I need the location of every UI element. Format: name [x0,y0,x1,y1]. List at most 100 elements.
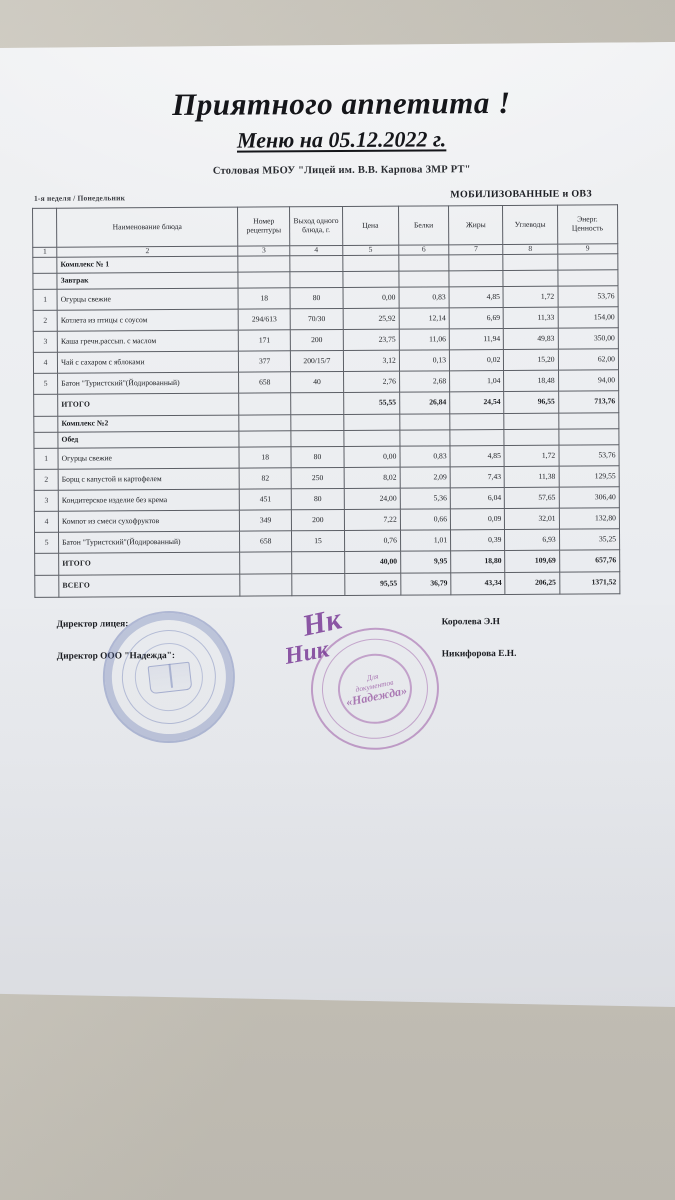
empty-cell [342,255,399,272]
grand-total-row: ВСЕГО 95,55 36,79 43,34 206,25 1371,52 [34,571,620,598]
fat: 4,85 [450,445,505,467]
header-num-1: 1 [32,247,57,258]
header-blank [32,208,57,248]
meal-label: Обед [57,431,240,449]
complex-label: Комплекс №2 [57,415,239,433]
empty-cell [398,270,450,288]
price: 0,00 [342,287,399,309]
row-index: 2 [34,469,59,491]
recipe-number: 18 [239,446,292,469]
empty-cell [32,257,58,274]
empty-cell [239,573,293,597]
menu-table: Наименование блюда Номер рецептуры Выход… [32,204,620,598]
dish-name: Батон "Туристский"(Йодированный) [58,531,240,554]
energy: 154,00 [557,306,619,329]
empty-cell [449,413,505,430]
energy: 350,00 [557,327,619,350]
header-carbs: Углеводы [502,205,558,245]
price: 23,75 [342,329,400,351]
empty-cell [34,553,59,576]
protein: 0,66 [400,508,451,531]
carbs: 18,48 [503,370,559,392]
protein: 0,13 [399,349,450,372]
table-meta-row: 1-я неделя / Понедельник МОБИЛИЗОВАННЫЕ … [32,188,652,205]
empty-cell [238,392,292,416]
portion-output: 40 [290,371,344,393]
week-day-label: 1-я неделя / Понедельник [33,193,126,203]
empty-cell [32,273,58,290]
total-fat: 18,80 [450,550,506,573]
empty-cell [558,412,619,430]
total-price: 55,55 [343,392,400,415]
empty-cell [291,414,344,431]
portion-output: 250 [291,467,344,489]
total-protein: 9,95 [400,550,451,574]
carbs: 32,01 [504,508,560,530]
signature-row-director-nadezhda: Директор ООО "Надежда": Никифорова Е.Н. [35,648,655,662]
grand-total-carbs: 206,25 [505,572,560,595]
signature-name: Никифорова Е.Н. [441,648,517,660]
carbs: 6,93 [504,529,560,551]
portion-output: 200/15/7 [290,350,344,372]
empty-cell [291,551,345,574]
header-num-8: 8 [503,244,558,255]
empty-cell [503,254,558,271]
header-recipe-number: Номер рецептуры [237,206,291,247]
empty-cell [292,573,345,596]
total-carbs: 109,69 [504,550,560,573]
portion-output: 15 [291,530,345,552]
meal-label: Завтрак [57,272,239,290]
price: 2,76 [343,371,400,393]
stamp-line-2: документов [354,677,395,694]
row-index: 5 [33,373,58,395]
signature-role: Директор лицея: [56,619,129,630]
empty-cell [291,430,344,447]
empty-cell [399,413,450,431]
header-row: Наименование блюда Номер рецептуры Выход… [32,204,618,248]
empty-cell [33,416,58,433]
recipe-number: 82 [239,467,292,490]
empty-cell [504,429,559,446]
protein: 12,14 [398,307,450,330]
dish-name: Каша гречн.рассып. с маслом [57,330,239,353]
empty-cell [343,430,400,447]
portion-output: 200 [291,509,345,531]
header-dish-name: Наименование блюда [56,207,238,248]
empty-cell [290,255,343,272]
empty-cell [448,254,504,271]
header-num-5: 5 [342,245,399,256]
fat: 1,04 [449,370,505,392]
total-label: ИТОГО [57,393,239,417]
fat: 0,39 [450,529,505,551]
price: 0,76 [344,530,401,552]
protein: 2,68 [399,370,450,393]
portion-output: 200 [290,329,343,351]
grand-total-price: 95,55 [344,573,401,596]
portion-output: 70/30 [290,308,343,330]
signature-name: Королева Э.Н [441,617,500,628]
recipe-number: 294/613 [238,308,291,331]
carbs: 1,72 [504,445,559,467]
total-carbs: 96,55 [504,391,559,414]
empty-cell [557,269,619,287]
carbs: 11,33 [503,307,558,329]
protein: 0,83 [399,445,451,468]
fat: 0,02 [449,349,504,371]
header-price: Цена [342,206,399,246]
empty-cell [238,414,292,432]
empty-cell [558,428,619,446]
header-num-9: 9 [557,244,618,255]
dish-name: Котлета из птицы с соусом [57,309,239,332]
energy: 306,40 [558,486,620,509]
stamp-line-3: «Надежда» [344,683,409,710]
grand-total-energy: 1371,52 [559,571,620,595]
carbs: 49,83 [503,328,559,350]
fat: 7,43 [450,466,505,488]
empty-cell [290,392,344,415]
recipe-number: 377 [238,350,291,373]
energy: 129,55 [558,465,620,488]
stamp-line-1: Для [366,671,380,683]
recipe-number: 451 [239,488,292,511]
dish-name: Огурцы свежие [57,288,239,311]
empty-cell [33,432,59,449]
